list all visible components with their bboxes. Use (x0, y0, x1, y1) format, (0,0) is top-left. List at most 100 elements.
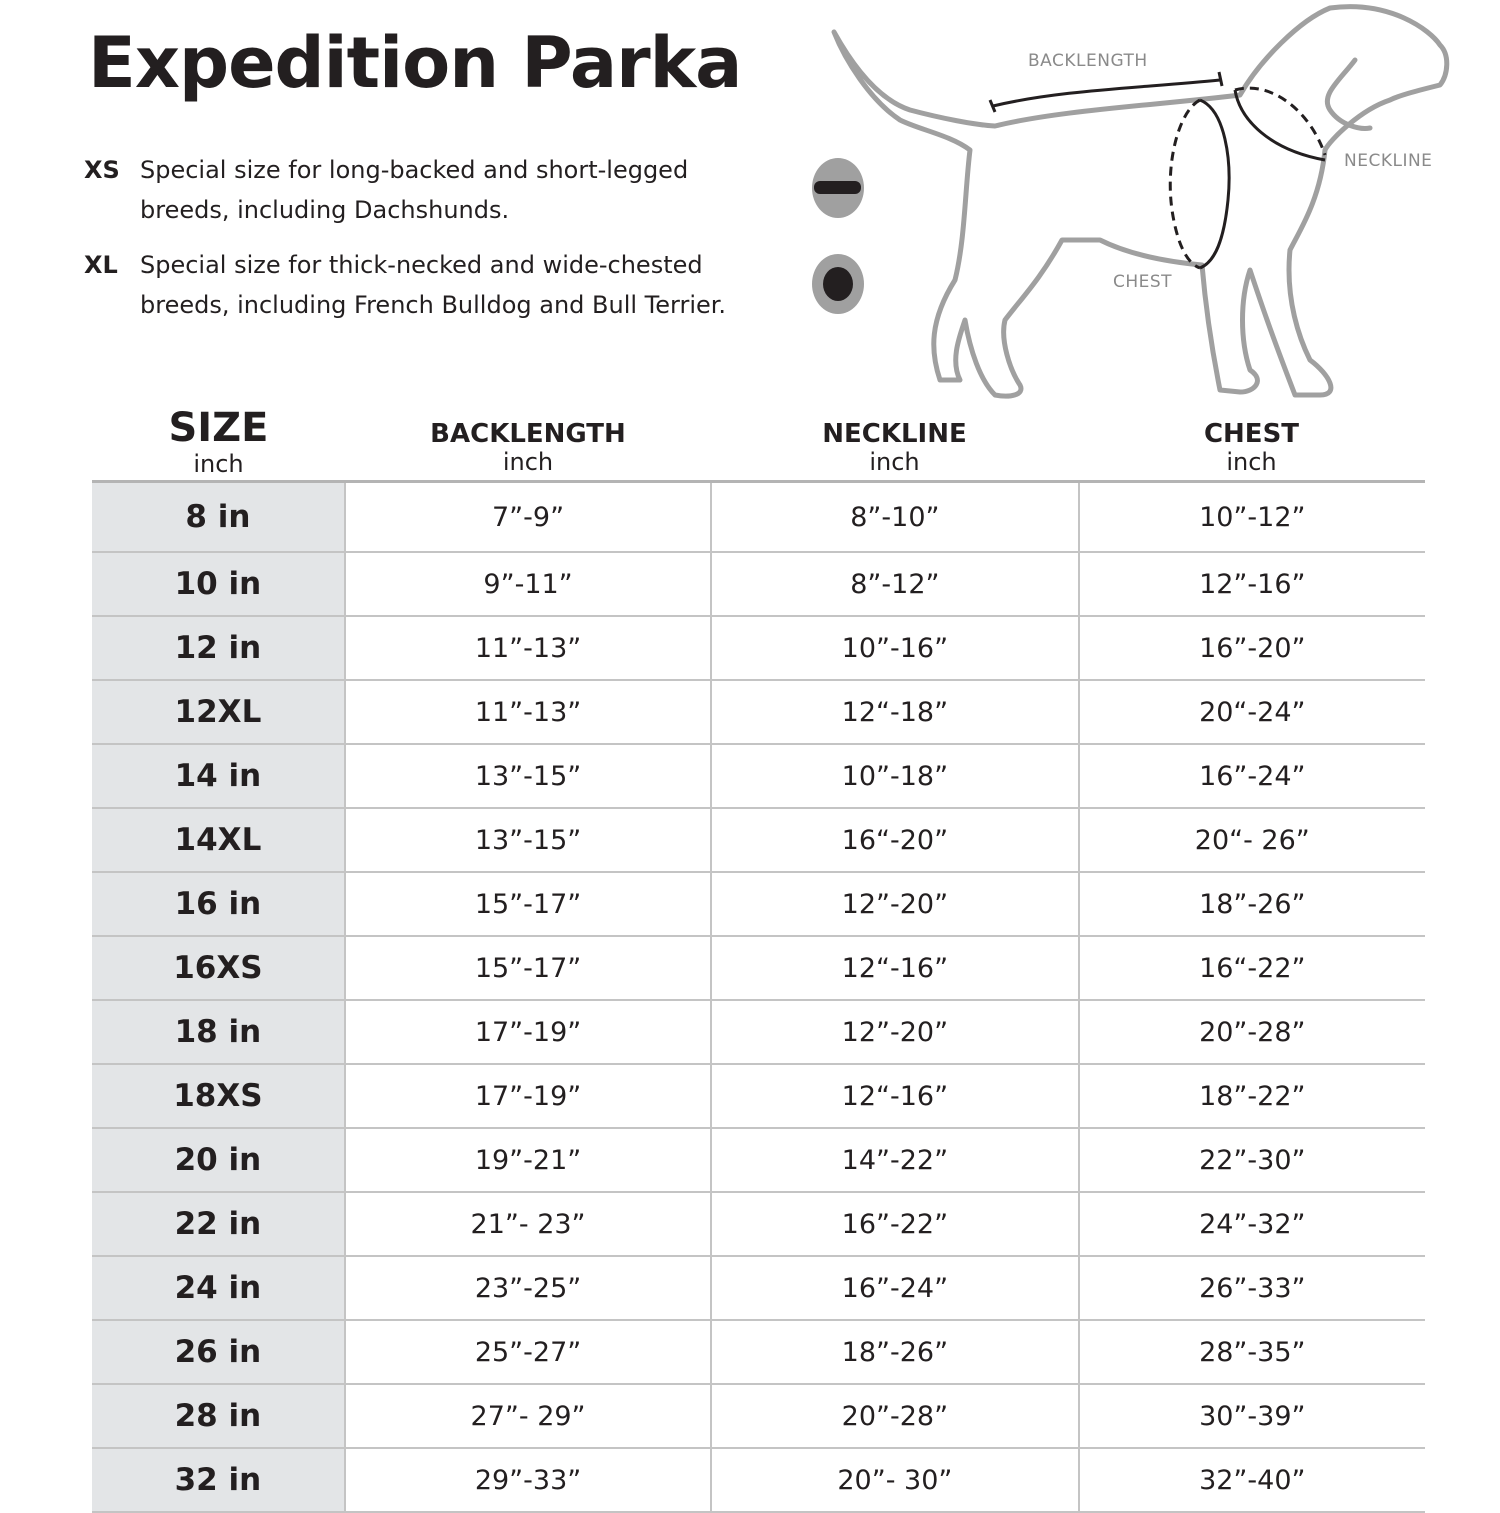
neckline-cell: 10”-16” (712, 617, 1080, 679)
neckline-cell: 18”-26” (712, 1321, 1080, 1383)
header-backlength: BACKLENGTH inch (430, 419, 626, 476)
page-title: Expedition Parka (88, 22, 742, 104)
chest-label: CHEST (1113, 272, 1173, 292)
chest-cell: 16“-22” (1199, 952, 1306, 984)
dog-measurement-diagram: BACKLENGTH NECKLINE CHEST (800, 0, 1500, 410)
table-header: SIZE inch BACKLENGTH inch NECKLINE inch CHE… (92, 400, 1425, 483)
chest-cell: 24”-32” (1199, 1208, 1306, 1240)
backlength-cell: 19”-21” (346, 1129, 713, 1191)
neckline-cell: 16“-20” (712, 809, 1080, 871)
header-neckline: NECKLINE inch (822, 419, 967, 476)
size-cell: 12 in (92, 617, 346, 679)
size-cell: 16 in (92, 873, 346, 935)
size-chart-table: SIZE inch BACKLENGTH inch NECKLINE inch CHE… (92, 400, 1425, 1513)
size-cell: 8 in (92, 483, 346, 551)
size-cell: 16XS (92, 937, 346, 999)
backlength-cell: 17”-19” (346, 1001, 713, 1063)
size-cell: 18 in (92, 1001, 346, 1063)
size-cell: 22 in (92, 1193, 346, 1255)
backlength-label: BACKLENGTH (1028, 51, 1148, 71)
chest-cell: 10”-12” (1199, 501, 1306, 533)
chest-cell: 26”-33” (1199, 1272, 1306, 1304)
measurement-lines (988, 71, 1327, 270)
chest-cell: 20”-28” (1199, 1016, 1306, 1048)
neckline-cell: 12“-16” (712, 1065, 1080, 1127)
chest-cell: 22”-30” (1199, 1144, 1306, 1176)
note-text: Special size for thick-necked and wide-c… (140, 251, 727, 319)
neckline-cell: 8”-10” (712, 483, 1080, 551)
table-row: 16XS 15”-17” 12“-16” 16“-22” (92, 937, 1425, 1001)
backlength-cell: 9”-11” (346, 553, 713, 615)
backlength-cell: 11”-13” (346, 681, 713, 743)
size-cell: 14 in (92, 745, 346, 807)
backlength-cell: 29”-33” (346, 1449, 713, 1511)
backlength-cell: 23”-25” (346, 1257, 713, 1319)
chest-cell: 18”-22” (1199, 1080, 1306, 1112)
table-row: 18 in 17”-19” 12”-20” 20”-28” (92, 1001, 1425, 1065)
neckline-cell: 16”-22” (712, 1193, 1080, 1255)
backlength-cell: 21”- 23” (346, 1193, 713, 1255)
backlength-cell: 13”-15” (346, 809, 713, 871)
size-cell: 26 in (92, 1321, 346, 1383)
chest-cell: 20“- 26” (1194, 824, 1310, 856)
xl-dot-icon (812, 254, 864, 314)
backlength-cell: 13”-15” (346, 745, 713, 807)
neckline-cell: 12”-20” (712, 1001, 1080, 1063)
header-size: SIZE inch (168, 405, 269, 478)
chest-cell: 20“-24” (1199, 696, 1306, 728)
size-cell: 24 in (92, 1257, 346, 1319)
backlength-cell: 15”-17” (346, 873, 713, 935)
chest-cell: 16”-24” (1199, 760, 1306, 792)
backlength-cell: 11”-13” (346, 617, 713, 679)
backlength-cell: 7”-9” (346, 483, 713, 551)
size-cell: 12XL (92, 681, 346, 743)
neckline-cell: 12“-16” (712, 937, 1080, 999)
backlength-cell: 27”- 29” (346, 1385, 713, 1447)
chest-cell: 30”-39” (1199, 1400, 1306, 1432)
table-row: 14XL 13”-15” 16“-20” 20“- 26” (92, 809, 1425, 873)
table-row: 26 in 25”-27” 18”-26” 28”-35” (92, 1321, 1425, 1385)
neckline-cell: 16”-24” (712, 1257, 1080, 1319)
table-row: 28 in 27”- 29” 20”-28” 30”-39” (92, 1385, 1425, 1449)
chest-cell: 18”-26” (1199, 888, 1306, 920)
neckline-cell: 12”-20” (712, 873, 1080, 935)
size-cell: 28 in (92, 1385, 346, 1447)
table-row: 16 in 15”-17” 12”-20” 18”-26” (92, 873, 1425, 937)
note-code: XS (84, 156, 120, 184)
header-chest: CHEST inch (1203, 419, 1300, 476)
neckline-cell: 10”-18” (712, 745, 1080, 807)
neckline-cell: 14”-22” (712, 1129, 1080, 1191)
backlength-cell: 15”-17” (346, 937, 713, 999)
neckline-cell: 8”-12” (712, 553, 1080, 615)
note-xl: XL Special size for thick-necked and wid… (84, 245, 780, 325)
chest-cell: 28”-35” (1199, 1336, 1306, 1368)
table-row: 14 in 13”-15” 10”-18” 16”-24” (92, 745, 1425, 809)
backlength-cell: 25”-27” (346, 1321, 713, 1383)
size-cell: 14XL (92, 809, 346, 871)
note-code: XL (84, 251, 118, 279)
table-row: 10 in 9”-11” 8”-12” 12”-16” (92, 553, 1425, 617)
table-row: 32 in 29”-33” 20”- 30” 32”-40” (92, 1449, 1425, 1513)
dog-outline (831, 4, 1450, 399)
size-cell: 18XS (92, 1065, 346, 1127)
neckline-cell: 12“-18” (712, 681, 1080, 743)
xs-dash-icon (812, 158, 864, 218)
table-row: 20 in 19”-21” 14”-22” 22”-30” (92, 1129, 1425, 1193)
chest-cell: 16”-20” (1199, 632, 1306, 664)
chest-cell: 32”-40” (1199, 1464, 1306, 1496)
table-body: 8 in 7”-9” 8”-10” 10”-12” 10 in 9”-11” 8”-12” 1… (92, 483, 1425, 1513)
table-row: 12 in 11”-13” 10”-16” 16”-20” (92, 617, 1425, 681)
neckline-label: NECKLINE (1344, 151, 1433, 171)
size-cell: 20 in (92, 1129, 346, 1191)
table-row: 12XL 11”-13” 12“-18” 20“-24” (92, 681, 1425, 745)
size-cell: 10 in (92, 553, 346, 615)
table-row: 22 in 21”- 23” 16”-22” 24”-32” (92, 1193, 1425, 1257)
note-xs: XS Special size for long-backed and shor… (84, 150, 780, 230)
table-row: 24 in 23”-25” 16”-24” 26”-33” (92, 1257, 1425, 1321)
neckline-cell: 20”- 30” (712, 1449, 1080, 1511)
table-row: 18XS 17”-19” 12“-16” 18”-22” (92, 1065, 1425, 1129)
neckline-cell: 20”-28” (712, 1385, 1080, 1447)
note-text: Special size for long-backed and short-l… (140, 156, 689, 224)
backlength-cell: 17”-19” (346, 1065, 713, 1127)
size-cell: 32 in (92, 1449, 346, 1511)
